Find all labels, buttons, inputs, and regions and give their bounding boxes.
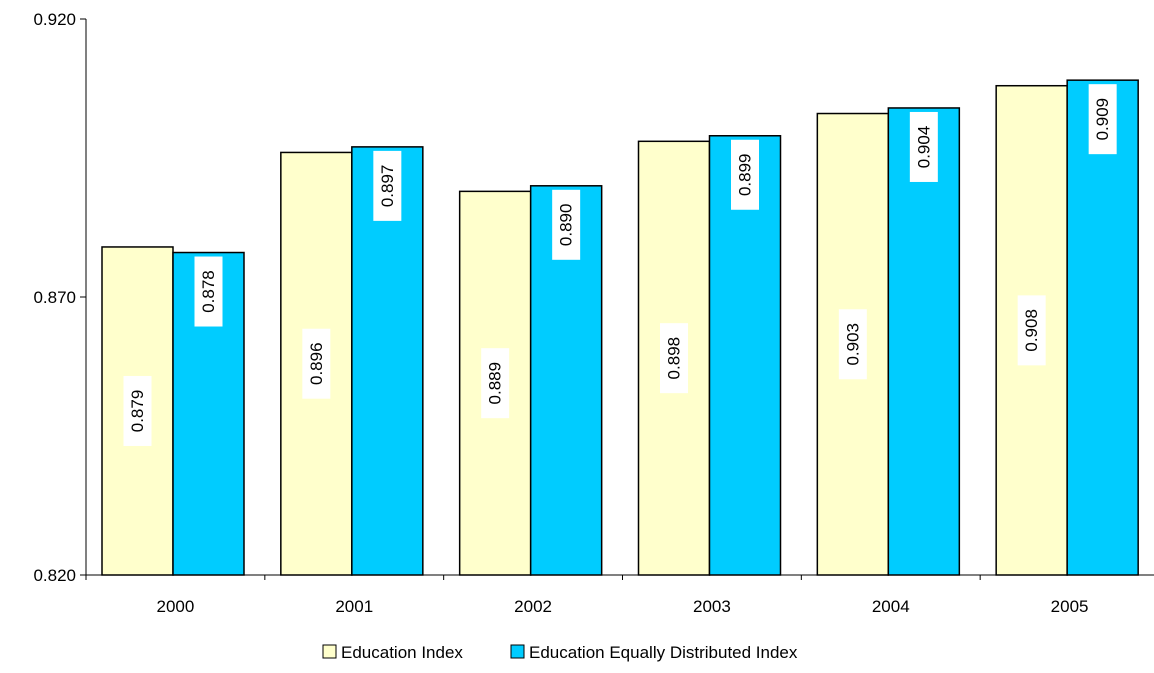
data-label-box	[552, 189, 581, 260]
x-axis-ticks: 2000 2001 2002 2003 2004 2005	[85, 575, 1089, 616]
data-label-text: 0.909	[1093, 98, 1112, 141]
data-label-box	[838, 309, 867, 380]
data-label-box	[194, 256, 223, 327]
bar-education-equally-distributed-index	[1066, 79, 1139, 576]
legend-swatch	[322, 644, 337, 659]
data-label: 0.879	[123, 375, 152, 446]
data-labels: 0.879 0.896 0.889 0.898 0.903 0.908 0.878 0.897…	[123, 84, 1117, 446]
data-label: 0.890	[552, 189, 581, 260]
bar-education-index	[995, 84, 1068, 576]
bar-education-equally-distributed-index	[887, 107, 961, 576]
data-label-box	[302, 328, 331, 399]
data-label-text: 0.889	[486, 362, 505, 405]
data-label-box	[481, 348, 510, 419]
data-label-text: 0.904	[914, 126, 933, 169]
data-label-box	[373, 150, 402, 221]
x-tick-label: 2000	[157, 597, 195, 616]
data-label-text: 0.897	[378, 165, 397, 208]
data-label-text: 0.878	[199, 270, 218, 313]
data-label: 0.878	[194, 256, 223, 327]
data-label-box	[1017, 295, 1046, 366]
x-tick-label: 2004	[872, 597, 910, 616]
data-label: 0.898	[660, 323, 688, 394]
data-label-text: 0.898	[665, 337, 684, 380]
x-tick-label: 2005	[1051, 597, 1089, 616]
data-label-text: 0.903	[843, 323, 862, 366]
x-tick-label: 2002	[514, 597, 552, 616]
x-tick-label: 2003	[693, 597, 731, 616]
data-label-box	[731, 139, 759, 210]
axes	[85, 19, 1154, 576]
data-label-text: 0.879	[128, 390, 147, 433]
data-label-box	[1088, 84, 1117, 155]
data-label-text: 0.890	[557, 204, 576, 247]
data-label: 0.903	[838, 309, 867, 380]
data-label: 0.889	[481, 348, 510, 419]
y-axis-ticks: 0.820 0.870 0.920	[33, 10, 86, 585]
legend-label: Education Equally Distributed Index	[529, 643, 798, 662]
data-label: 0.899	[731, 139, 759, 210]
legend-swatch	[510, 644, 525, 659]
y-tick-label: 0.820	[33, 566, 76, 585]
data-label-box	[123, 375, 152, 446]
data-label: 0.897	[373, 150, 402, 221]
data-label-text: 0.899	[736, 153, 755, 196]
legend-label: Education Index	[341, 643, 463, 662]
bars	[101, 79, 1139, 576]
legend: Education Index Education Equally Distrib…	[322, 643, 798, 662]
data-label: 0.904	[909, 111, 938, 182]
data-label-box	[909, 111, 938, 182]
x-tick-label: 2001	[335, 597, 373, 616]
data-label: 0.896	[302, 328, 331, 399]
y-tick-label: 0.870	[33, 288, 76, 307]
data-label-text: 0.908	[1022, 309, 1041, 352]
data-label-box	[660, 323, 688, 394]
data-label: 0.909	[1088, 84, 1117, 155]
y-tick-label: 0.920	[33, 10, 76, 29]
data-label: 0.908	[1017, 295, 1046, 366]
data-label-text: 0.896	[307, 342, 326, 385]
